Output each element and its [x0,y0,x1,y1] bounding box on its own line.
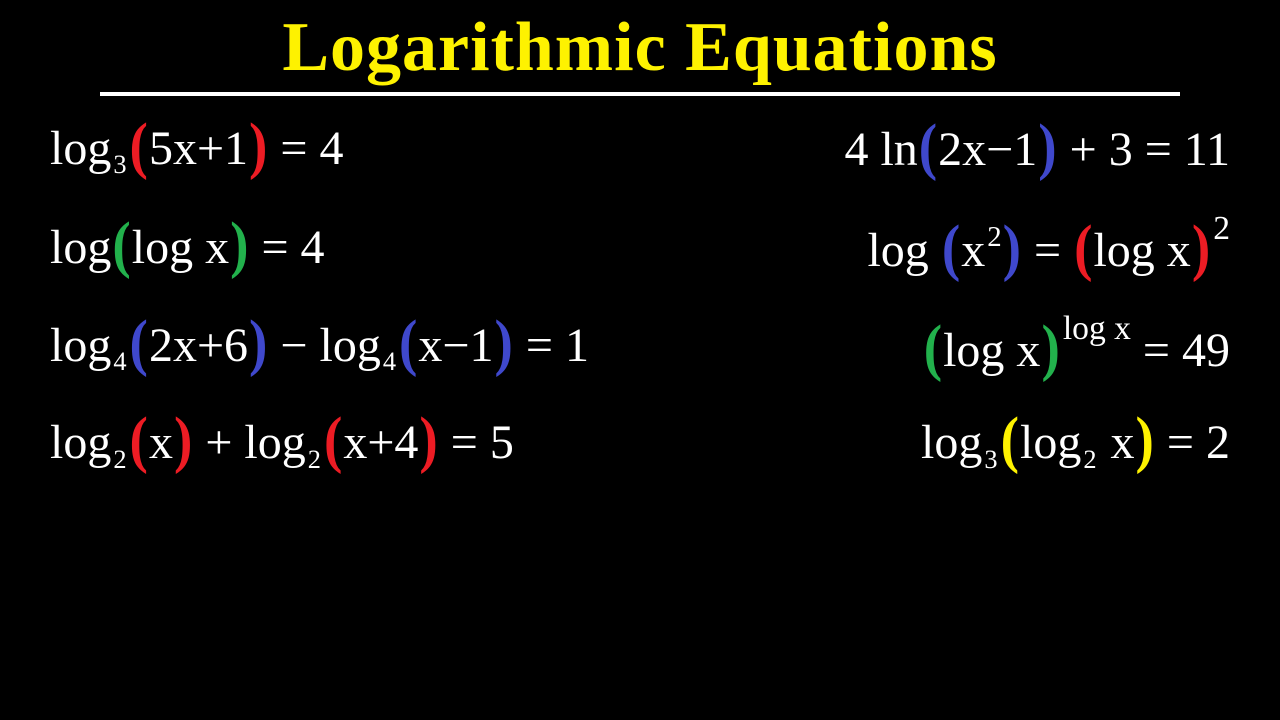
equation-right: log (x2) = (log x)2 [867,211,1250,279]
equation-right: (log x)log x = 49 [923,311,1250,379]
equation-row: log3(5x+1) = 4 4 ln(2x−1) + 3 = 11 [50,116,1250,179]
equation-left: log(log x) = 4 [50,215,325,276]
equation-left: log4(2x+6) − log4(x−1) = 1 [50,313,589,376]
equation-right: 4 ln(2x−1) + 3 = 11 [844,117,1250,178]
equation-left: log3(5x+1) = 4 [50,116,343,179]
equation-row: log4(2x+6) − log4(x−1) = 1 (log x)log x =… [50,311,1250,379]
title-underline [100,92,1180,96]
page-title: Logarithmic Equations [0,0,1280,88]
equations-container: log3(5x+1) = 4 4 ln(2x−1) + 3 = 11 log(log… [0,106,1280,474]
equation-row: log(log x) = 4 log (x2) = (log x)2 [50,211,1250,279]
equation-right: log3(log2 x) = 2 [921,410,1250,473]
equation-row: log2(x) + log2(x+4) = 5 log3(log2 x) = 2 [50,410,1250,473]
equation-left: log2(x) + log2(x+4) = 5 [50,410,514,473]
